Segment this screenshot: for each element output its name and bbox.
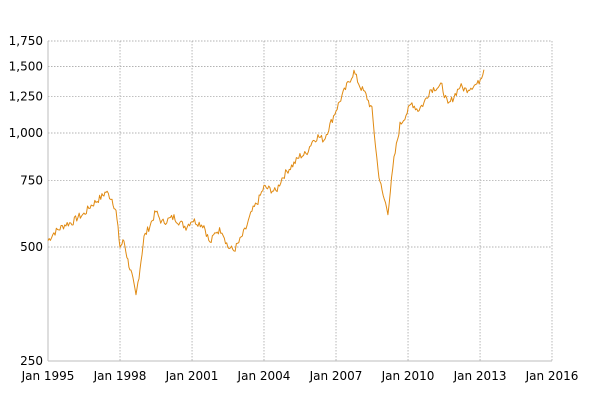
x-tick-label: Jan 2001 [165,369,219,383]
x-tick-label: Jan 2007 [309,369,363,383]
y-tick-label: 1,500 [9,59,43,73]
x-tick-label: Jan 1995 [21,369,75,383]
x-tick-label: Jan 2004 [237,369,291,383]
x-tick-label: Jan 2016 [525,369,579,383]
price-series-line [47,69,485,296]
y-tick-label: 500 [20,240,43,254]
x-tick-label: Jan 1998 [93,369,147,383]
y-tick-label: 1,000 [9,126,43,140]
series-layer [47,69,485,296]
grid [47,40,553,362]
y-tick-label: 1,250 [9,89,43,103]
y-tick-label: 750 [20,173,43,187]
x-tick-label: Jan 2010 [381,369,435,383]
y-axis-tick-labels: 250 500 750 1,000 1,250 1,500 1,750 [9,34,43,368]
x-tick-label: Jan 2013 [453,369,507,383]
y-tick-label: 250 [20,354,43,368]
axes [47,41,552,362]
y-tick-label: 1,750 [9,34,43,48]
x-axis-tick-labels: Jan 1995 Jan 1998 Jan 2001 Jan 2004 Jan 2007… [21,369,579,383]
